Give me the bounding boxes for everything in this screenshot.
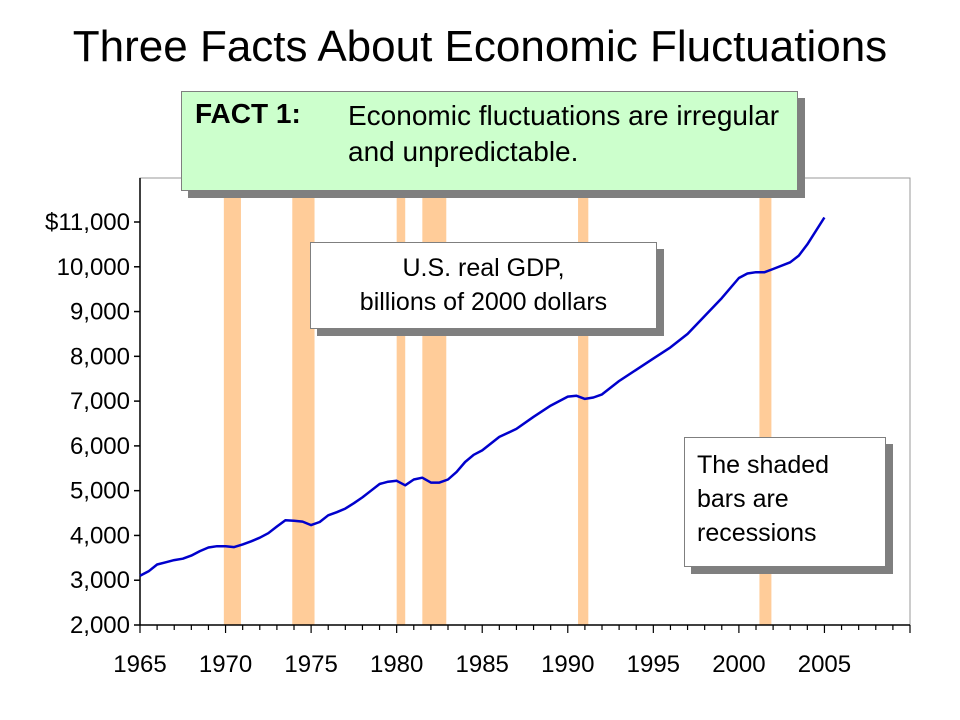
gdp-line — [139, 216, 826, 577]
chart-series — [139, 216, 826, 577]
chart-ticks — [134, 221, 911, 633]
gdp-note-line2: billions of 2000 dollars — [359, 288, 608, 316]
page-title: Three Facts About Economic Fluctuations — [72, 22, 888, 71]
recession-bar — [578, 178, 589, 625]
x-tick-label: 1995 — [627, 651, 680, 678]
y-tick-label: 5,000 — [70, 478, 130, 505]
recession-bar — [292, 178, 315, 625]
y-tick-label: 8,000 — [70, 343, 130, 370]
recession-bar — [223, 178, 241, 625]
fact-callout: FACT 1: Economic fluctuations are irregu… — [181, 91, 798, 191]
y-tick-label: 10,000 — [57, 254, 130, 281]
chart-tick-labels: 2,000 3,000 4,000 5,000 6,000 7,000 8,000 9,000… — [45, 209, 851, 678]
gdp-note-line1: U.S. real GDP, — [402, 254, 565, 282]
x-tick-label: 2005 — [798, 651, 851, 678]
x-tick-label: 1975 — [284, 651, 337, 678]
recession-bars — [223, 178, 772, 625]
y-tick-label: 9,000 — [70, 299, 130, 326]
x-tick-label: 1990 — [541, 651, 594, 678]
y-tick-label: 2,000 — [70, 612, 130, 639]
x-tick-label: 2000 — [712, 651, 765, 678]
fact-label: FACT 1: — [195, 98, 301, 129]
fact-text: Economic fluctuations are irregular and … — [348, 100, 780, 167]
recession-bar — [396, 178, 406, 625]
x-tick-label: 1985 — [456, 651, 509, 678]
y-tick-label: 4,000 — [70, 522, 130, 549]
y-tick-label: 3,000 — [70, 567, 130, 594]
recession-note: The shaded bars are recessions — [697, 451, 830, 547]
recession-callout: The shaded bars are recessions — [684, 437, 886, 567]
x-tick-label: 1980 — [370, 651, 423, 678]
gdp-callout: U.S. real GDP, billions of 2000 dollars — [310, 242, 657, 329]
y-tick-label: 6,000 — [70, 433, 130, 460]
y-tick-label: 7,000 — [70, 388, 130, 415]
y-tick-label: $11,000 — [45, 209, 130, 236]
x-tick-label: 1965 — [113, 651, 166, 678]
recession-bar — [759, 178, 772, 625]
x-tick-label: 1970 — [199, 651, 252, 678]
